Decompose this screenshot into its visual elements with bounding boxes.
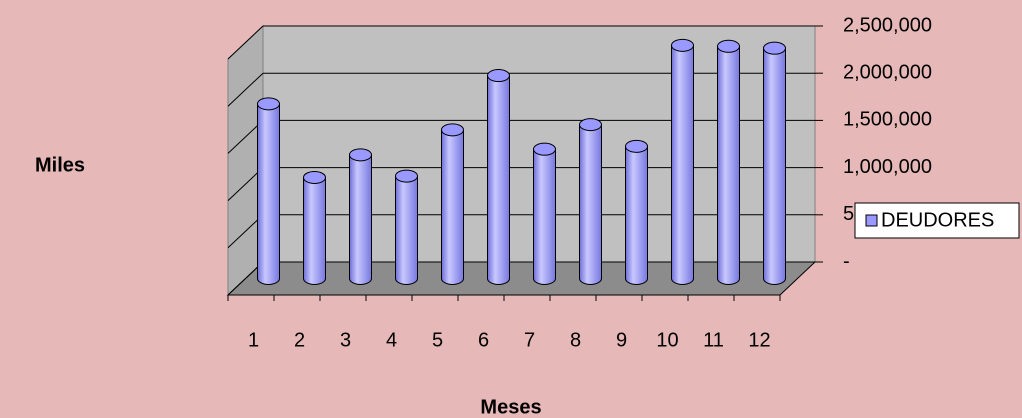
bar	[395, 169, 418, 285]
bar	[533, 142, 556, 285]
bar-body	[533, 148, 556, 285]
bar	[671, 38, 694, 285]
bar-top	[441, 123, 464, 137]
legend-marker	[865, 214, 878, 227]
y-tick-label: 1,500,000	[843, 109, 932, 131]
bar-top	[487, 69, 510, 83]
y-tick-label: 2,500,000	[843, 14, 932, 36]
bar-body	[487, 75, 510, 285]
bar-top	[349, 148, 372, 162]
y-axis-title: Miles	[35, 154, 85, 176]
bar-body	[625, 145, 648, 285]
bar-top	[625, 139, 648, 153]
bar-top	[579, 118, 602, 132]
bar-body	[395, 175, 418, 285]
bar-top	[395, 169, 418, 183]
bar-top	[671, 38, 694, 52]
bar-top	[533, 142, 556, 156]
bar-top	[717, 39, 740, 53]
bar	[763, 41, 786, 285]
x-tick-label: 3	[340, 329, 351, 351]
y-tick-label: 1,000,000	[843, 156, 932, 178]
bar-body	[579, 124, 602, 285]
bar-top	[763, 41, 786, 55]
grid-line	[227, 25, 264, 60]
bar-body	[349, 154, 372, 285]
bar	[303, 170, 326, 285]
bar	[257, 97, 280, 285]
bar	[579, 118, 602, 285]
bar	[441, 123, 464, 285]
bar-body	[441, 129, 464, 285]
x-tick-label: 7	[524, 329, 535, 351]
x-tick-label: 4	[386, 329, 397, 351]
legend-box	[854, 202, 1020, 239]
legend-label: DEUDORES	[881, 209, 994, 231]
x-tick-label: 10	[656, 329, 678, 351]
x-tick-label: 9	[616, 329, 627, 351]
bar-body	[763, 47, 786, 285]
y-tick-label: 2,000,000	[843, 61, 932, 83]
bar	[487, 69, 510, 285]
bar-top	[257, 97, 280, 111]
bars	[257, 38, 786, 285]
grid-line	[227, 72, 264, 107]
x-tick-label: 11	[703, 329, 724, 351]
x-tick-label: 2	[294, 329, 305, 351]
x-tick-label: 5	[432, 329, 443, 351]
bar-body	[671, 44, 694, 285]
x-tick-label: 8	[570, 329, 581, 351]
y-tick-label: -	[843, 250, 850, 272]
bar-body	[303, 176, 326, 285]
x-tick-label: 1	[248, 329, 259, 351]
bar	[625, 139, 648, 285]
bar	[717, 39, 740, 285]
bar-top	[303, 170, 326, 184]
bar-body	[717, 45, 740, 285]
bar	[349, 148, 372, 285]
x-axis-title: Meses	[480, 396, 541, 418]
x-tick-label: 6	[478, 329, 489, 351]
x-tick-label: 12	[748, 329, 770, 351]
legend: DEUDORES	[854, 202, 1020, 239]
bar-body	[257, 103, 280, 285]
